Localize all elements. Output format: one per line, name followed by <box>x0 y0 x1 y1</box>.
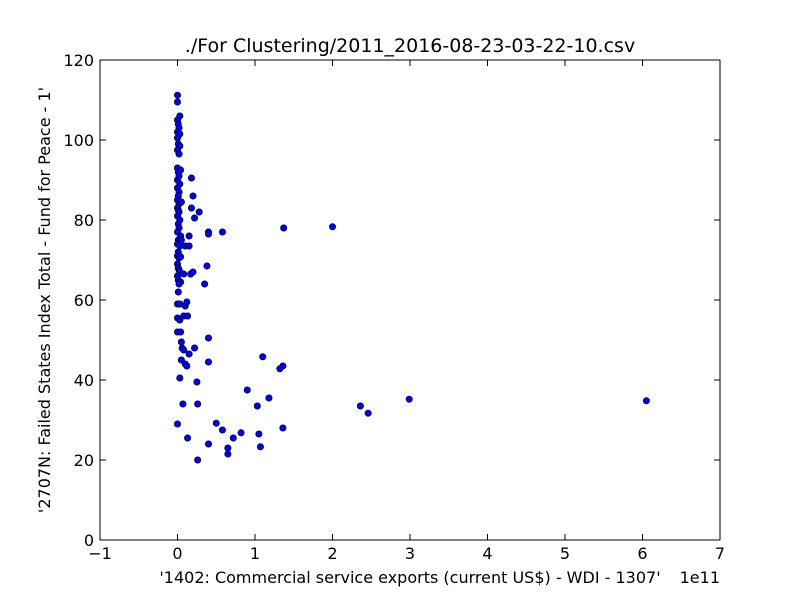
y-tick-label: 40 <box>74 371 94 390</box>
scatter-point <box>205 440 213 448</box>
scatter-point <box>212 419 220 427</box>
scatter-point <box>218 426 226 434</box>
scatter-point <box>405 395 413 403</box>
scatter-point <box>193 378 201 386</box>
y-tick-label: 20 <box>74 451 94 470</box>
scatter-point <box>218 228 226 236</box>
scatter-point <box>201 280 209 288</box>
plot-area <box>99 59 721 541</box>
scatter-point <box>184 434 192 442</box>
scatter-point <box>177 338 185 346</box>
scatter-point <box>175 150 183 158</box>
scatter-point <box>183 362 191 370</box>
scatter-point <box>279 362 287 370</box>
x-tick-label: 3 <box>405 544 415 563</box>
scatter-point <box>224 450 232 458</box>
y-tick-label: 60 <box>74 291 94 310</box>
scatter-point <box>356 402 364 410</box>
scatter-point <box>194 456 202 464</box>
scatter-point <box>280 224 288 232</box>
scatter-point <box>183 298 191 306</box>
scatter-point <box>279 424 287 432</box>
scatter-point <box>224 444 232 452</box>
scatter-point <box>364 409 372 417</box>
x-tick-label: 4 <box>482 544 492 563</box>
scatter-point <box>179 400 187 408</box>
x-axis-label: '1402: Commercial service exports (curre… <box>159 568 660 587</box>
scatter-point <box>205 358 213 366</box>
x-axis-ticks: −1 0 1 2 3 4 5 6 7 <box>88 60 725 563</box>
y-axis-ticks: 0 20 40 60 80 100 120 <box>63 51 720 550</box>
scatter-point <box>180 346 188 354</box>
scatter-point <box>187 174 195 182</box>
data-points <box>174 91 650 464</box>
scatter-point <box>191 344 199 352</box>
scatter-point <box>180 270 188 278</box>
scatter-point <box>256 443 264 451</box>
scatter-point <box>642 397 650 405</box>
scatter-point <box>328 223 336 231</box>
chart-title: ./For Clustering/2011_2016-08-23-03-22-1… <box>185 35 635 57</box>
scatter-point <box>184 312 192 320</box>
scatter-point <box>177 236 185 244</box>
scatter-point <box>259 353 267 361</box>
y-tick-label: 0 <box>84 531 94 550</box>
scatter-point <box>185 242 193 250</box>
scatter-point <box>187 204 195 212</box>
scatter-point <box>177 198 185 206</box>
x-tick-label: 0 <box>172 544 182 563</box>
y-axis-label: '2707N: Failed States Index Total - Fund… <box>35 87 54 513</box>
scatter-point <box>189 192 197 200</box>
scatter-point <box>185 350 193 358</box>
y-tick-label: 120 <box>63 51 94 70</box>
scatter-point <box>189 268 197 276</box>
y-tick-label: 80 <box>74 211 94 230</box>
scatter-point <box>174 91 182 99</box>
scatter-point <box>174 98 182 106</box>
y-tick-label: 100 <box>63 131 94 150</box>
scatter-point <box>185 232 193 240</box>
scatter-point <box>194 400 202 408</box>
scatter-point <box>237 429 245 437</box>
scatter-point <box>203 262 211 270</box>
scatter-point <box>177 253 185 261</box>
scatter-point <box>255 430 263 438</box>
x-tick-label: 7 <box>715 544 725 563</box>
scatter-point <box>229 434 237 442</box>
scatter-point <box>177 328 185 336</box>
x-axis-offset-label: 1e11 <box>680 568 720 587</box>
scatter-point <box>243 386 251 394</box>
scatter-point <box>195 208 203 216</box>
x-tick-label: 6 <box>637 544 647 563</box>
x-tick-label: 2 <box>327 544 337 563</box>
scatter-point <box>205 230 213 238</box>
scatter-point <box>175 280 183 288</box>
scatter-point <box>205 334 213 342</box>
scatter-point <box>174 288 182 296</box>
x-tick-label: 1 <box>250 544 260 563</box>
x-tick-label: 5 <box>560 544 570 563</box>
scatter-point <box>174 420 182 428</box>
scatter-point <box>253 402 261 410</box>
scatter-point <box>191 214 199 222</box>
scatter-point <box>174 134 182 142</box>
scatter-point <box>265 394 273 402</box>
scatter-point <box>176 374 184 382</box>
x-tick-label: −1 <box>88 544 112 563</box>
